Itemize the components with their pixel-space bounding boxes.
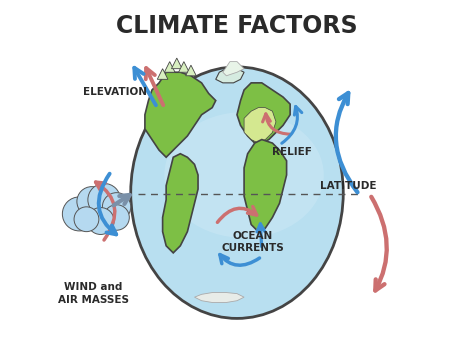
Text: ELEVATION: ELEVATION xyxy=(83,87,147,97)
Polygon shape xyxy=(157,69,168,79)
Circle shape xyxy=(63,197,96,231)
Text: RELIEF: RELIEF xyxy=(273,147,312,157)
Polygon shape xyxy=(244,108,276,143)
Circle shape xyxy=(104,205,129,230)
Circle shape xyxy=(74,207,99,232)
Polygon shape xyxy=(194,292,244,302)
Polygon shape xyxy=(179,62,189,72)
Polygon shape xyxy=(186,65,196,76)
Text: CLIMATE FACTORS: CLIMATE FACTORS xyxy=(116,14,358,38)
Ellipse shape xyxy=(131,67,343,318)
Polygon shape xyxy=(164,62,175,72)
Circle shape xyxy=(102,193,131,221)
Polygon shape xyxy=(237,83,290,143)
Circle shape xyxy=(88,183,120,216)
Polygon shape xyxy=(223,62,244,76)
Circle shape xyxy=(87,207,114,235)
Polygon shape xyxy=(216,69,244,83)
Text: OCEAN
CURRENTS: OCEAN CURRENTS xyxy=(221,231,284,253)
Ellipse shape xyxy=(164,112,324,238)
Polygon shape xyxy=(172,58,182,69)
Circle shape xyxy=(77,187,107,216)
Polygon shape xyxy=(244,140,287,232)
Polygon shape xyxy=(145,72,216,157)
Text: LATITUDE: LATITUDE xyxy=(320,181,377,191)
Text: WIND and
AIR MASSES: WIND and AIR MASSES xyxy=(58,282,129,305)
Polygon shape xyxy=(163,154,198,253)
